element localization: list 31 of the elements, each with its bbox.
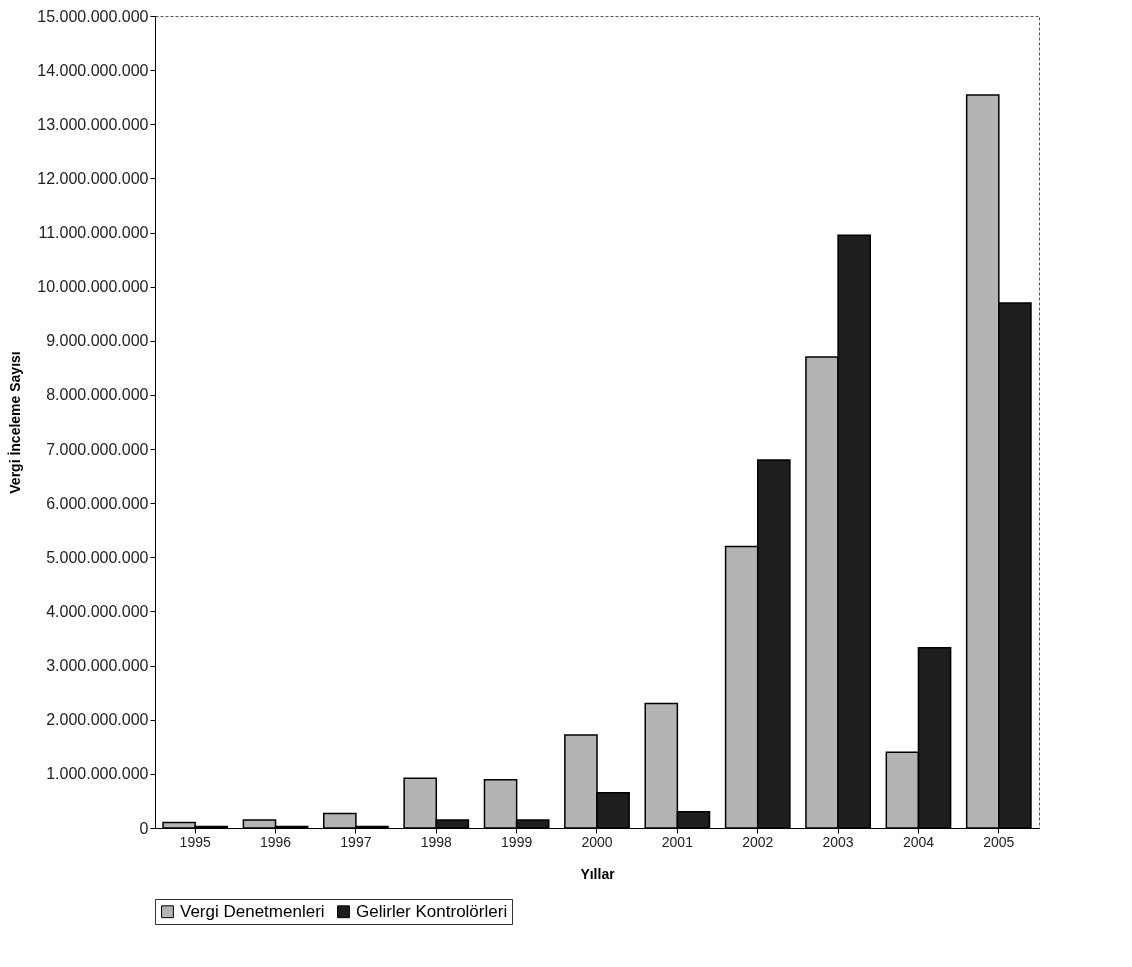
x-tick-label: 1999 (501, 833, 533, 850)
x-tick-label: 2000 (581, 833, 613, 850)
y-tick-label: 15.000.000.000 (37, 7, 149, 25)
y-tick-label: 7.000.000.000 (46, 440, 149, 458)
y-tick-label: 9.000.000.000 (46, 332, 149, 350)
x-tick-label: 1997 (340, 833, 372, 850)
y-axis-title: Vergi İnceleme Sayısı (7, 351, 24, 494)
y-tick-label: 11.000.000.000 (38, 224, 149, 242)
y-tick-label: 12.000.000.000 (37, 169, 149, 187)
y-tick-label: 2.000.000.000 (46, 711, 149, 729)
y-tick-label: 10.000.000.000 (37, 278, 149, 296)
y-tick-label: 1.000.000.000 (46, 765, 149, 783)
x-tick-label: 1995 (179, 833, 211, 850)
y-tick-label: 4.000.000.000 (46, 602, 149, 620)
x-axis-title: Yıllar (580, 865, 616, 882)
x-tick-label: 2002 (742, 833, 774, 850)
y-tick-label: 3.000.000.000 (46, 657, 149, 675)
y-tick-label: 0 (139, 819, 149, 837)
y-tick-label: 14.000.000.000 (37, 61, 149, 79)
y-tick-label: 6.000.000.000 (46, 494, 149, 512)
x-tick-label: 1996 (259, 833, 292, 850)
legend-label: Vergi Denetmenleri (180, 901, 325, 921)
x-tick-label: 2001 (661, 833, 694, 850)
y-tick-label: 5.000.000.000 (46, 548, 149, 566)
y-tick-label: 13.000.000.000 (37, 115, 149, 133)
x-tick-label: 2004 (902, 833, 935, 850)
legend-label: Gelirler Kontrolörleri (356, 901, 508, 921)
y-tick-label: 8.000.000.000 (46, 386, 149, 404)
x-tick-label: 1998 (420, 833, 453, 850)
x-tick-label: 2005 (983, 833, 1015, 850)
x-tick-label: 2003 (822, 833, 854, 850)
